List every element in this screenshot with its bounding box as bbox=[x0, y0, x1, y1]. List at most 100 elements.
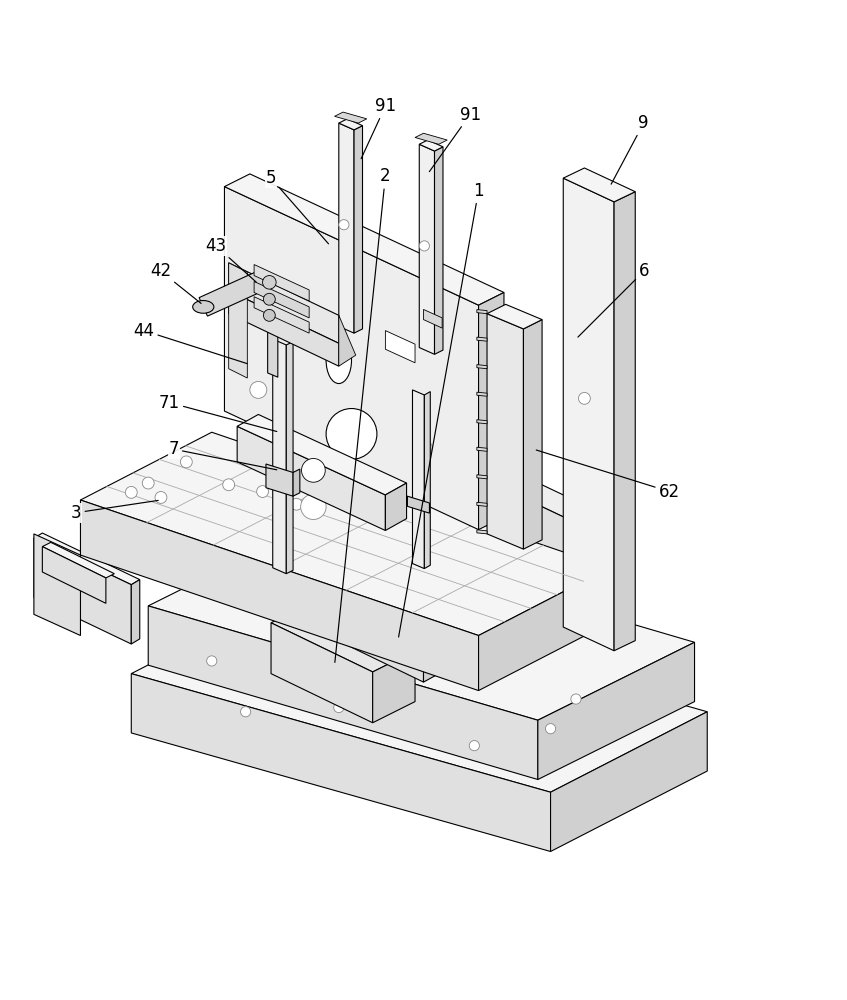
Polygon shape bbox=[419, 140, 443, 151]
Polygon shape bbox=[477, 420, 487, 424]
Text: 91: 91 bbox=[361, 97, 396, 159]
Circle shape bbox=[468, 553, 480, 565]
Polygon shape bbox=[474, 463, 597, 523]
Polygon shape bbox=[474, 526, 597, 586]
Polygon shape bbox=[148, 606, 538, 780]
Text: 91: 91 bbox=[429, 106, 480, 172]
Text: 7: 7 bbox=[169, 440, 277, 470]
Text: 5: 5 bbox=[266, 169, 329, 244]
Polygon shape bbox=[273, 339, 286, 574]
Circle shape bbox=[326, 409, 377, 459]
Polygon shape bbox=[229, 263, 247, 378]
Polygon shape bbox=[474, 538, 576, 633]
Polygon shape bbox=[293, 469, 300, 496]
Polygon shape bbox=[229, 263, 339, 343]
Polygon shape bbox=[335, 112, 367, 123]
Circle shape bbox=[477, 613, 489, 625]
Circle shape bbox=[545, 724, 556, 734]
Text: 2: 2 bbox=[335, 167, 390, 662]
Polygon shape bbox=[407, 496, 429, 513]
Circle shape bbox=[579, 392, 590, 404]
Text: 71: 71 bbox=[159, 394, 277, 432]
Polygon shape bbox=[34, 538, 131, 644]
Polygon shape bbox=[339, 315, 356, 366]
Text: 3: 3 bbox=[71, 500, 158, 522]
Polygon shape bbox=[254, 281, 309, 318]
Text: 9: 9 bbox=[612, 114, 649, 184]
Polygon shape bbox=[271, 602, 415, 672]
Circle shape bbox=[189, 579, 201, 591]
Circle shape bbox=[302, 458, 325, 482]
Circle shape bbox=[263, 309, 275, 321]
Polygon shape bbox=[42, 542, 114, 578]
Circle shape bbox=[207, 656, 217, 666]
Circle shape bbox=[415, 439, 432, 456]
Polygon shape bbox=[131, 580, 140, 644]
Polygon shape bbox=[42, 547, 106, 603]
Polygon shape bbox=[237, 426, 385, 530]
Polygon shape bbox=[487, 304, 542, 329]
Polygon shape bbox=[479, 568, 610, 691]
Polygon shape bbox=[424, 625, 457, 682]
Polygon shape bbox=[131, 674, 551, 852]
Polygon shape bbox=[477, 447, 487, 451]
Polygon shape bbox=[551, 712, 707, 852]
Polygon shape bbox=[224, 174, 504, 305]
Polygon shape bbox=[339, 123, 354, 333]
Circle shape bbox=[142, 477, 154, 489]
Ellipse shape bbox=[326, 337, 352, 384]
Polygon shape bbox=[487, 314, 523, 549]
Circle shape bbox=[339, 220, 349, 230]
Polygon shape bbox=[477, 475, 487, 479]
Polygon shape bbox=[419, 144, 435, 354]
Polygon shape bbox=[224, 187, 479, 530]
Polygon shape bbox=[435, 147, 443, 354]
Polygon shape bbox=[199, 269, 271, 316]
Polygon shape bbox=[268, 315, 278, 377]
Polygon shape bbox=[415, 133, 447, 144]
Polygon shape bbox=[424, 392, 430, 569]
Circle shape bbox=[263, 276, 276, 289]
Polygon shape bbox=[477, 530, 487, 534]
Ellipse shape bbox=[193, 301, 214, 313]
Circle shape bbox=[419, 241, 429, 251]
Circle shape bbox=[180, 456, 192, 468]
Polygon shape bbox=[80, 432, 610, 636]
Polygon shape bbox=[271, 623, 373, 723]
Polygon shape bbox=[424, 309, 442, 328]
Circle shape bbox=[125, 486, 137, 498]
Text: 43: 43 bbox=[206, 237, 257, 282]
Polygon shape bbox=[614, 192, 635, 651]
Circle shape bbox=[528, 594, 540, 606]
Polygon shape bbox=[576, 517, 597, 631]
Text: 62: 62 bbox=[536, 450, 679, 501]
Text: 1: 1 bbox=[399, 182, 484, 637]
Polygon shape bbox=[477, 310, 487, 314]
Polygon shape bbox=[254, 297, 309, 333]
Polygon shape bbox=[412, 390, 424, 569]
Text: 6: 6 bbox=[578, 262, 649, 337]
Circle shape bbox=[223, 479, 235, 491]
Polygon shape bbox=[538, 642, 695, 780]
Polygon shape bbox=[229, 291, 339, 366]
Polygon shape bbox=[34, 533, 140, 585]
Polygon shape bbox=[292, 562, 457, 644]
Polygon shape bbox=[479, 292, 504, 530]
Polygon shape bbox=[474, 475, 576, 569]
Circle shape bbox=[334, 702, 344, 713]
Polygon shape bbox=[477, 365, 487, 369]
Polygon shape bbox=[385, 331, 415, 363]
Circle shape bbox=[241, 707, 251, 717]
Text: 44: 44 bbox=[134, 322, 247, 364]
Polygon shape bbox=[354, 126, 363, 333]
Circle shape bbox=[257, 486, 268, 497]
Polygon shape bbox=[563, 168, 635, 202]
Polygon shape bbox=[266, 464, 293, 496]
Polygon shape bbox=[477, 337, 487, 341]
Polygon shape bbox=[34, 534, 80, 636]
Polygon shape bbox=[373, 651, 415, 723]
Circle shape bbox=[553, 579, 565, 591]
Circle shape bbox=[301, 494, 326, 519]
Polygon shape bbox=[148, 528, 695, 720]
Circle shape bbox=[358, 481, 370, 493]
